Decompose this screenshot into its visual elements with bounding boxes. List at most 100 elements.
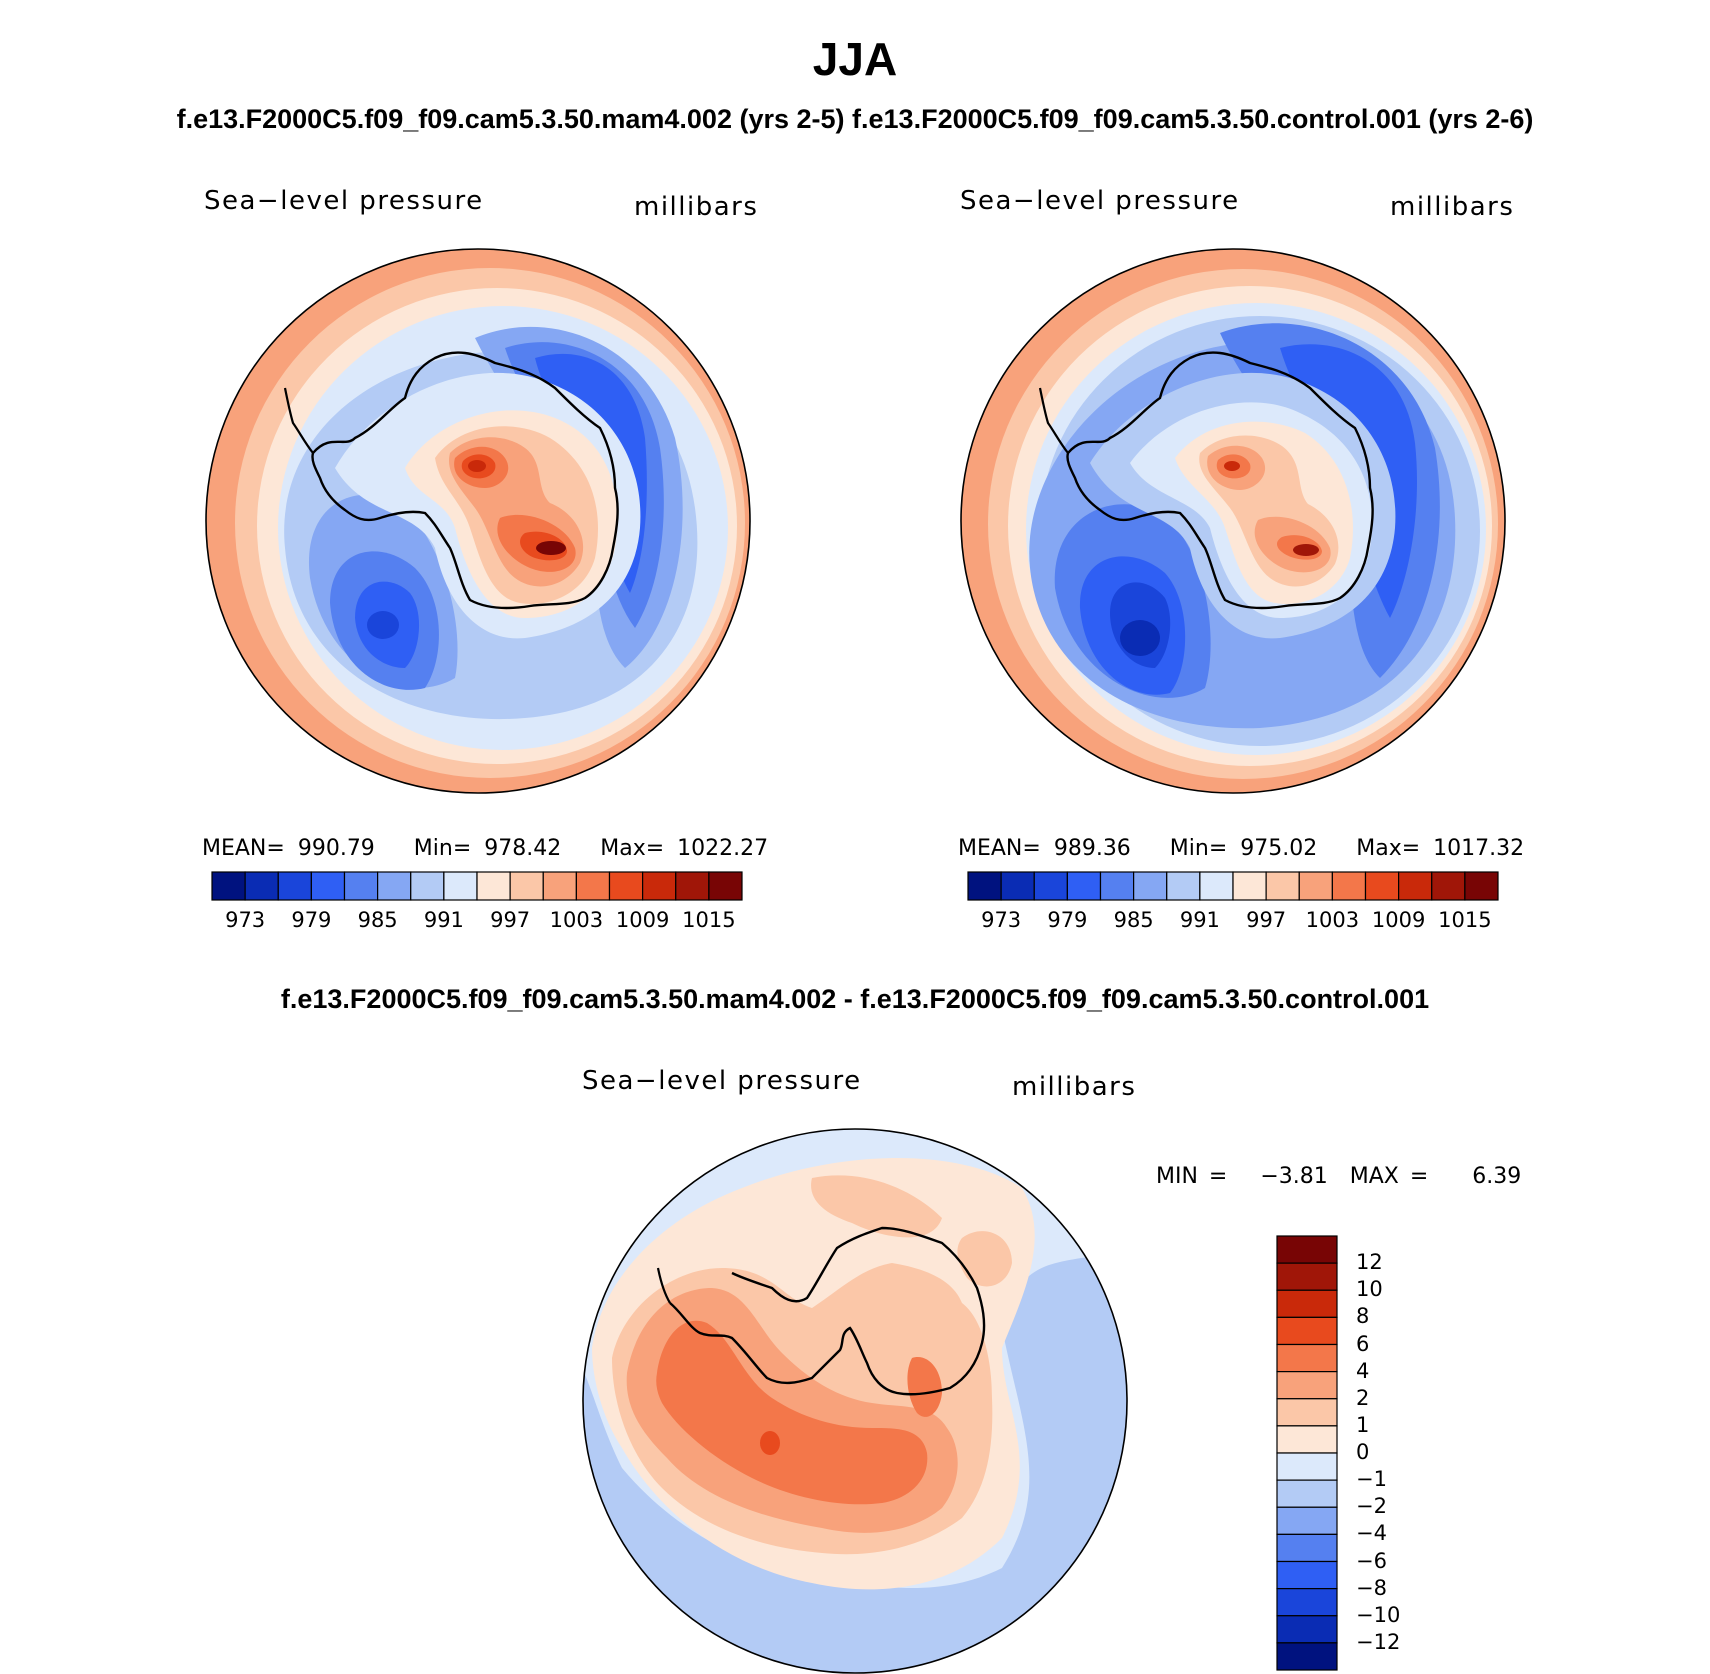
colorbar-tick-label: −2 [1356, 1494, 1387, 1519]
colorbar-tick-label: −8 [1356, 1575, 1387, 1600]
colorbar-tick-label: −1 [1356, 1467, 1387, 1492]
slp-high-west [468, 460, 486, 472]
colorbar-tick-label: −4 [1356, 1521, 1387, 1546]
colorbar-swatch [377, 871, 412, 901]
colorbar-tick-label: 979 [291, 908, 332, 932]
colorbar-difference [1276, 1235, 1338, 1671]
colorbar-swatch [1066, 871, 1102, 901]
colorbar-panel1-ticks: 973 979 985 991 997 1003 1009 1015 [212, 908, 742, 938]
colorbar-tick-label: 979 [1047, 908, 1088, 932]
colorbar-swatch [1276, 1642, 1338, 1671]
colorbar-swatch [1331, 871, 1367, 901]
slp-min-west [1120, 620, 1160, 656]
colorbar-tick-label: −10 [1356, 1602, 1401, 1627]
antarctic-peninsula [656, 1267, 671, 1304]
colorbar-panel2-ticks: 973 979 985 991 997 1003 1009 1015 [968, 908, 1498, 938]
diff-variable-label: Sea−level pressure [582, 1066, 862, 1096]
colorbar-swatch [1276, 1289, 1338, 1318]
colorbar-swatch [542, 871, 577, 901]
panel2-min-value: 975.02 [1240, 836, 1318, 861]
antarctica-coastline [1066, 351, 1374, 610]
subtitle-right: f.e13.F2000C5.f09_f09.cam5.3.50.control.… [852, 104, 1534, 134]
antarctica-coastline [311, 351, 619, 610]
colorbar-tick-label: 1009 [615, 908, 670, 932]
colorbar-swatch [1099, 871, 1135, 901]
map-difference [582, 1128, 1128, 1674]
map-border [205, 248, 751, 794]
colorbar-swatch [1464, 871, 1499, 901]
colorbar-tick-label: 997 [490, 908, 531, 932]
colorbar-swatch [967, 871, 1002, 901]
diff-units-label: millibars [1012, 1072, 1137, 1102]
colorbar-tick-label: 991 [423, 908, 464, 932]
panel2-max-value: 1017.32 [1433, 836, 1525, 861]
colorbar-swatch [1276, 1235, 1338, 1264]
diff-min-value: −3.81 [1260, 1164, 1328, 1189]
difference-title: f.e13.F2000C5.f09_f09.cam5.3.50.mam4.002… [280, 984, 1430, 1014]
panel1-max-label: Max= [600, 836, 665, 861]
diff-max-spot [760, 1431, 780, 1455]
panel2-units-label: millibars [1390, 192, 1515, 222]
colorbar-tick-label: 1 [1356, 1412, 1370, 1437]
panel2-min-label: Min= [1169, 836, 1228, 861]
colorbar-swatch [1276, 1506, 1338, 1535]
colorbar-swatch [1000, 871, 1035, 901]
panel1-mean-value: 990.79 [297, 836, 375, 861]
panel2-variable-label: Sea−level pressure [960, 186, 1240, 216]
colorbar-tick-label: 1015 [1438, 908, 1492, 932]
colorbar-swatch [1265, 871, 1300, 901]
colorbar-swatch [1364, 871, 1400, 901]
colorbar-tick-label: 1003 [549, 908, 604, 932]
colorbar-tick-label: 973 [225, 908, 266, 932]
colorbar-swatch [1133, 871, 1168, 901]
map-panel2 [960, 248, 1506, 794]
colorbar-swatch [211, 871, 246, 901]
colorbar-tick-label: 991 [1179, 908, 1220, 932]
colorbar-tick-label: 1003 [1305, 908, 1360, 932]
antarctic-peninsula [1038, 387, 1069, 454]
colorbar-swatch [1276, 1452, 1338, 1481]
panel2-mean-value: 989.36 [1053, 836, 1131, 861]
colorbar-tick-label: 973 [981, 908, 1022, 932]
colorbar-difference-ticks: 12 10 8 6 4 2 1 0 −1 −2 −4 −6 −8 −10 −12 [1356, 1236, 1436, 1670]
panel2-mean-label: MEAN= [958, 836, 1041, 861]
panel1-min-label: Min= [413, 836, 472, 861]
colorbar-swatch [1276, 1343, 1338, 1373]
panel1-units-label: millibars [634, 192, 759, 222]
colorbar-swatch [1033, 871, 1068, 901]
colorbar-tick-label: 1009 [1371, 908, 1426, 932]
diff-band-pos4 [656, 1320, 942, 1505]
slp-max [536, 541, 566, 555]
colorbar-swatch [410, 871, 445, 901]
colorbar-swatch [1199, 871, 1234, 901]
colorbar-swatch [1276, 1479, 1338, 1508]
panel1-mean-label: MEAN= [202, 836, 285, 861]
diff-max-value: 6.39 [1472, 1164, 1522, 1189]
colorbar-panel1 [211, 871, 743, 901]
page-title: JJA [812, 33, 898, 85]
colorbar-swatch [310, 871, 346, 901]
colorbar-swatch [1276, 1371, 1338, 1400]
colorbar-tick-label: 985 [1113, 908, 1154, 932]
colorbar-swatch [277, 871, 312, 901]
panel2-max-label: Max= [1356, 836, 1421, 861]
panel1-variable-label: Sea−level pressure [204, 186, 484, 216]
colorbar-tick-label: 2 [1356, 1385, 1370, 1410]
diff-stats: MIN = −3.81 MAX = 6.39 [1156, 1164, 1521, 1189]
colorbar-swatch [1276, 1588, 1338, 1617]
colorbar-swatch [708, 871, 743, 901]
colorbar-swatch [343, 871, 379, 901]
panel1-stats: MEAN= 990.79 Min= 978.42 Max= 1022.27 [202, 836, 768, 861]
colorbar-tick-label: 1015 [682, 908, 736, 932]
colorbar-swatch [675, 871, 710, 901]
colorbar-swatch [1232, 871, 1267, 901]
colorbar-tick-label: −12 [1356, 1629, 1401, 1654]
colorbar-tick-label: 6 [1356, 1331, 1370, 1356]
antarctica-coastline [669, 1226, 986, 1396]
colorbar-swatch [1166, 871, 1201, 901]
page-subtitle: f.e13.F2000C5.f09_f09.cam5.3.50.mam4.002… [0, 104, 1710, 135]
subtitle-left: f.e13.F2000C5.f09_f09.cam5.3.50.mam4.002… [176, 104, 845, 134]
slp-min-west [367, 611, 399, 639]
antarctic-peninsula [283, 387, 314, 454]
colorbar-swatch [1276, 1615, 1338, 1644]
